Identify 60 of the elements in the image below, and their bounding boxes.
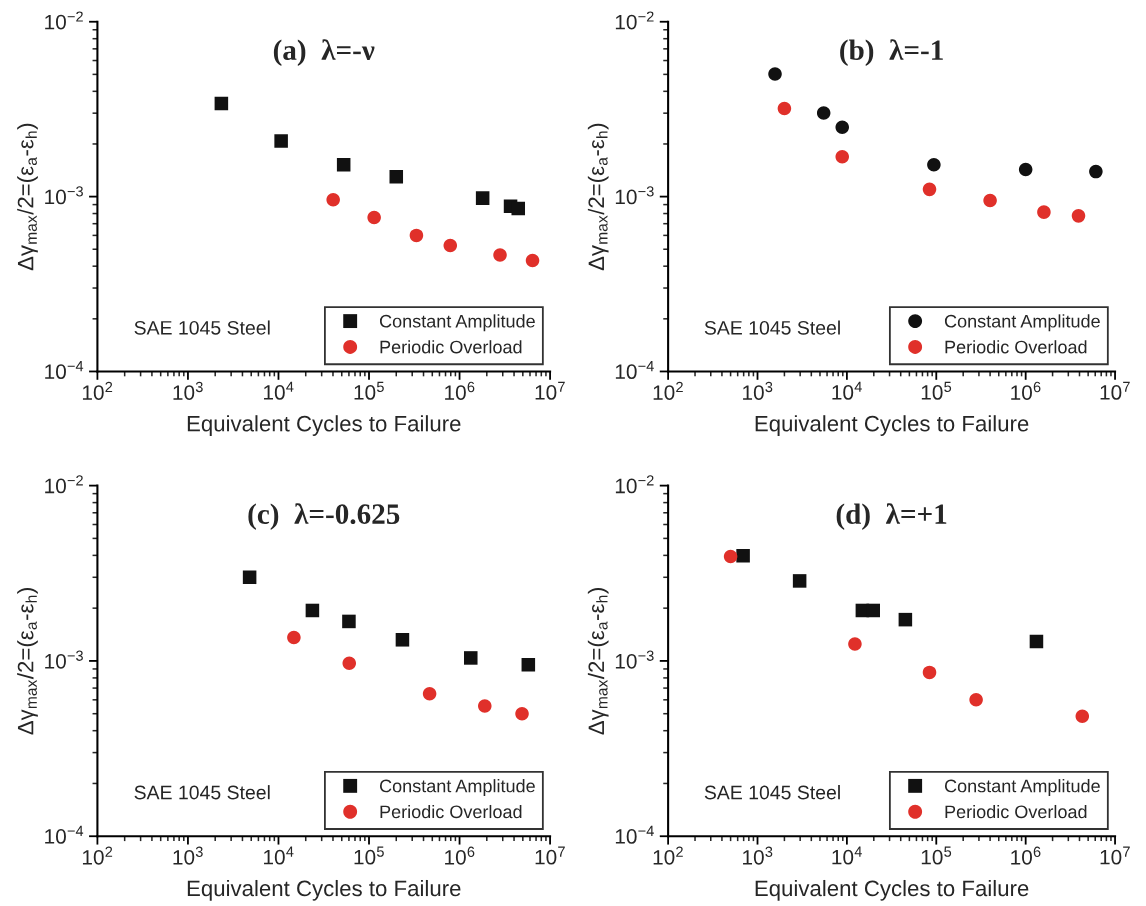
x-tick-label: 10$^{7}$ xyxy=(1100,846,1130,865)
y-axis-title: Δγ$_{max}$/2=(ε$_{a}$-ε$_{h}$) xyxy=(17,588,38,735)
x-tick-label: 10$^{4}$ xyxy=(264,381,294,400)
x-axis-title: Equivalent Cycles to Failure xyxy=(187,879,461,901)
legend-label: Periodic Overload xyxy=(380,804,522,819)
x-tick-label: 10$^{6}$ xyxy=(445,381,475,400)
x-tick-label: 10$^{7}$ xyxy=(535,846,565,865)
x-axis-title: Equivalent Cycles to Failure xyxy=(755,879,1029,901)
y-tick-label: 10$^{−4}$ xyxy=(615,361,654,380)
y-tick-label: 10$^{−3}$ xyxy=(45,186,83,205)
x-tick-label: 10$^{7}$ xyxy=(535,381,565,400)
x-tick-label: 10$^{2}$ xyxy=(653,846,683,865)
x-tick-label: 10$^{5}$ xyxy=(354,381,384,400)
y-tick-label: 10$^{−4}$ xyxy=(45,361,84,380)
x-tick-label: 10$^{5}$ xyxy=(921,381,952,400)
x-tick-label: 10$^{4}$ xyxy=(832,846,862,865)
x-axis-title: Equivalent Cycles to Failure xyxy=(755,415,1029,436)
y-tick-label: 10$^{−4}$ xyxy=(45,825,84,844)
legend-label: Constant Amplitude xyxy=(379,779,535,796)
legend-label: Constant Amplitude xyxy=(379,314,535,332)
y-axis-title: Δγ$_{max}$/2=(ε$_{a}$-ε$_{h}$) xyxy=(587,123,609,271)
x-tick-label: 10$^{7}$ xyxy=(1100,381,1130,400)
x-tick-label: 10$^{2}$ xyxy=(653,381,683,400)
y-tick-label: 10$^{−2}$ xyxy=(615,475,654,494)
y-tick-label: 10$^{−3}$ xyxy=(615,650,654,669)
x-tick-label: 10$^{4}$ xyxy=(832,381,862,400)
annotation: SAE 1045 Steel xyxy=(704,320,840,335)
text: (c) λ=-0.625 xyxy=(248,503,400,530)
text: (b) λ=-1 xyxy=(840,39,943,66)
x-tick-label: 10$^{2}$ xyxy=(82,381,113,400)
y-tick-label: 10$^{−2}$ xyxy=(615,11,654,30)
legend-label: Periodic Overload xyxy=(945,804,1087,819)
annotation: SAE 1045 Steel xyxy=(704,785,840,800)
x-axis-title: Equivalent Cycles to Failure xyxy=(187,415,461,436)
legend-label: Constant Amplitude xyxy=(944,779,1100,796)
text: (d) λ=+1 xyxy=(836,503,947,530)
x-tick-label: 10$^{6}$ xyxy=(445,846,475,865)
legend-label: Periodic Overload xyxy=(945,340,1087,354)
x-tick-label: 10$^{3}$ xyxy=(743,381,773,400)
annotation: SAE 1045 Steel xyxy=(134,785,270,800)
y-axis-title: Δγ$_{max}$/2=(ε$_{a}$-ε$_{h}$) xyxy=(17,123,38,271)
y-tick-label: 10$^{−2}$ xyxy=(45,11,83,30)
y-tick-label: 10$^{−4}$ xyxy=(615,825,654,844)
text: (a) λ=-ν xyxy=(273,39,375,66)
x-tick-label: 10$^{4}$ xyxy=(264,846,294,865)
y-tick-label: 10$^{−2}$ xyxy=(45,475,83,494)
annotation: SAE 1045 Steel xyxy=(134,320,270,335)
x-tick-label: 10$^{5}$ xyxy=(354,846,384,865)
y-axis-title: Δγ$_{max}$/2=(ε$_{a}$-ε$_{h}$) xyxy=(587,588,609,735)
legend-label: Constant Amplitude xyxy=(944,314,1100,332)
x-tick-label: 10$^{3}$ xyxy=(173,846,203,865)
legend-label: Periodic Overload xyxy=(380,340,522,354)
y-tick-label: 10$^{−3}$ xyxy=(615,186,654,205)
x-tick-label: 10$^{3}$ xyxy=(743,846,773,865)
x-tick-label: 10$^{6}$ xyxy=(1011,381,1041,400)
x-tick-label: 10$^{2}$ xyxy=(82,846,113,865)
x-tick-label: 10$^{6}$ xyxy=(1011,846,1041,865)
x-tick-label: 10$^{5}$ xyxy=(921,846,952,865)
x-tick-label: 10$^{3}$ xyxy=(173,381,203,400)
y-tick-label: 10$^{−3}$ xyxy=(45,650,83,669)
